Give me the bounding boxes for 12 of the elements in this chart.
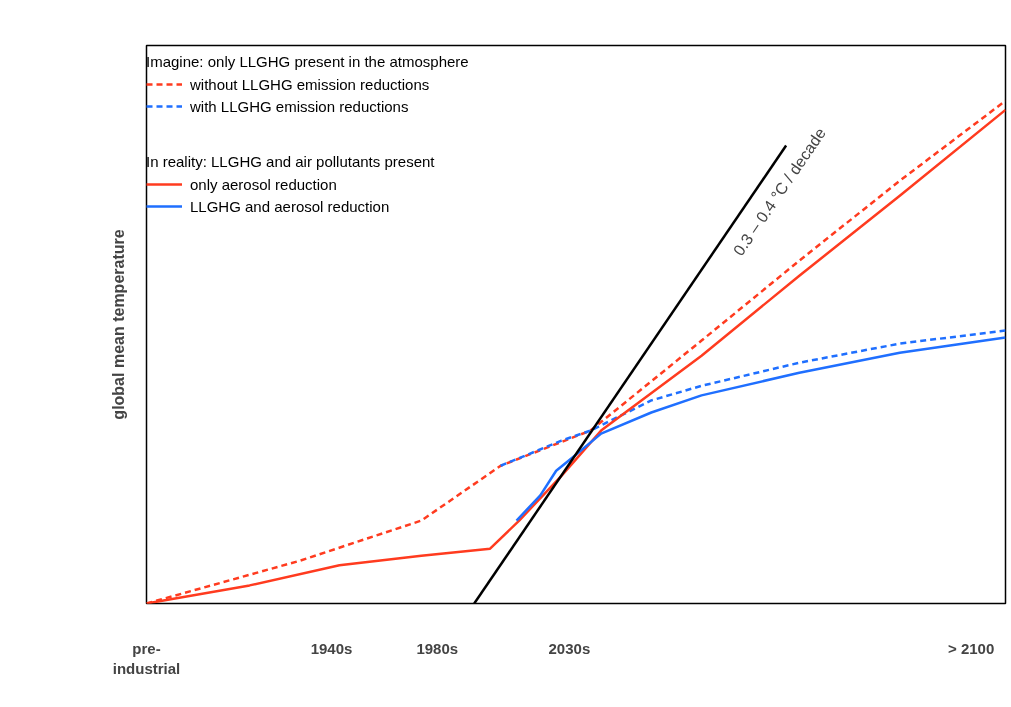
y-axis-title: global mean temperature bbox=[109, 229, 127, 420]
text: Imagine: only LLGHG present in the atmosphere bbox=[146, 53, 469, 70]
x-tick-label: 1980s bbox=[416, 639, 459, 657]
legend-label: LLGHG and aerosol reduction bbox=[190, 197, 390, 215]
x-tick-label: > 2100 bbox=[947, 639, 995, 657]
legend-label: without LLGHG emission reductions bbox=[190, 75, 430, 93]
text: In reality: LLGHG and air pollutants present bbox=[146, 153, 435, 170]
x-tick-label: 1940s bbox=[310, 639, 353, 657]
x-tick-label: 2030s bbox=[548, 639, 591, 657]
legend-label: with LLGHG emission reductions bbox=[190, 97, 409, 115]
x-tick-label: pre- industrial bbox=[112, 639, 181, 677]
legend-label: only aerosol reduction bbox=[190, 175, 337, 193]
